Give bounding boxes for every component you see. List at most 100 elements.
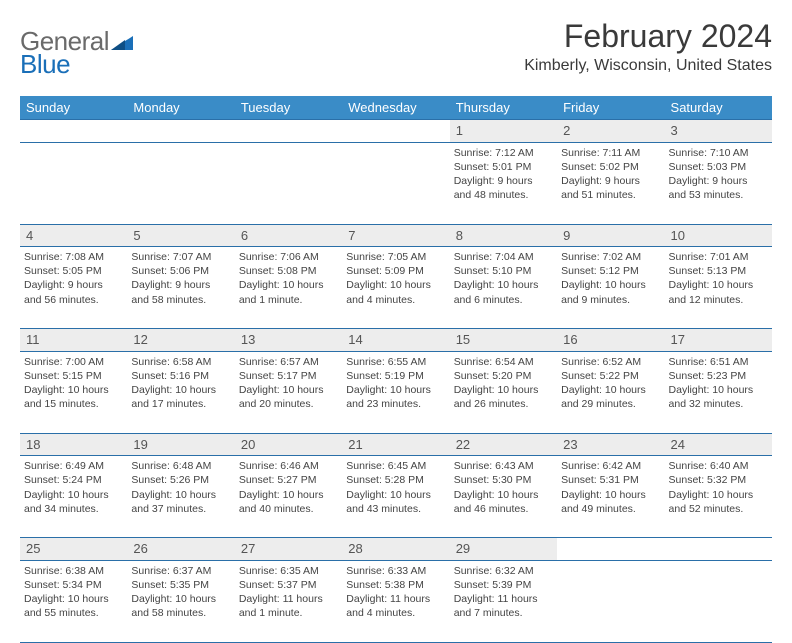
day-detail-line: Sunrise: 7:07 AM [131,250,230,264]
day-detail-line: Sunrise: 6:40 AM [669,459,768,473]
day-number: 13 [241,332,255,347]
day-detail-line: Daylight: 10 hours [239,278,338,292]
day-number-cell: 25 [20,538,127,561]
day-number: 11 [26,332,40,347]
day-number-cell: 4 [20,224,127,247]
day-detail-line: Daylight: 10 hours [561,278,660,292]
day-number-cell [342,120,449,143]
day-number-cell: 12 [127,329,234,352]
calendar-body: 123Sunrise: 7:12 AMSunset: 5:01 PMDaylig… [20,120,772,643]
day-detail-line: Daylight: 10 hours [669,383,768,397]
day-content-cell [665,560,772,642]
day-detail-line: and 6 minutes. [454,293,553,307]
day-number: 27 [241,541,255,556]
day-detail-line: Sunset: 5:38 PM [346,578,445,592]
day-number: 22 [456,437,470,452]
day-detail-line: and 29 minutes. [561,397,660,411]
day-number: 20 [241,437,255,452]
day-detail-line: and 15 minutes. [24,397,123,411]
day-detail-line: and 20 minutes. [239,397,338,411]
day-content-cell: Sunrise: 7:01 AMSunset: 5:13 PMDaylight:… [665,247,772,329]
day-detail-line: Sunset: 5:15 PM [24,369,123,383]
day-detail-line: and 12 minutes. [669,293,768,307]
day-number-cell: 20 [235,433,342,456]
day-number-cell: 18 [20,433,127,456]
day-content-cell: Sunrise: 6:43 AMSunset: 5:30 PMDaylight:… [450,456,557,538]
day-number-cell [557,538,664,561]
logo-word-blue: Blue [20,49,70,79]
day-number: 28 [348,541,362,556]
day-detail-line: Daylight: 10 hours [239,488,338,502]
day-detail-line: Sunset: 5:20 PM [454,369,553,383]
day-detail-line: Sunset: 5:23 PM [669,369,768,383]
day-detail-line: Sunrise: 7:11 AM [561,146,660,160]
day-detail-line: Sunrise: 7:08 AM [24,250,123,264]
day-detail-line: and 4 minutes. [346,606,445,620]
day-number-cell: 21 [342,433,449,456]
day-number: 6 [241,228,248,243]
day-detail-line: Sunset: 5:24 PM [24,473,123,487]
day-detail-line: and 23 minutes. [346,397,445,411]
day-content-cell: Sunrise: 6:33 AMSunset: 5:38 PMDaylight:… [342,560,449,642]
day-number: 8 [456,228,463,243]
day-number-cell: 23 [557,433,664,456]
day-detail-line: and 37 minutes. [131,502,230,516]
day-number-cell: 28 [342,538,449,561]
day-detail-line: Daylight: 10 hours [669,488,768,502]
day-detail-line: Sunrise: 6:49 AM [24,459,123,473]
day-number-cell: 24 [665,433,772,456]
day-detail-line: Sunset: 5:09 PM [346,264,445,278]
day-content-cell [342,142,449,224]
day-content-cell: Sunrise: 6:38 AMSunset: 5:34 PMDaylight:… [20,560,127,642]
day-detail-line: Sunset: 5:37 PM [239,578,338,592]
day-detail-line: Daylight: 10 hours [131,383,230,397]
day-detail-line: Daylight: 10 hours [454,488,553,502]
logo-text: General Blue [20,26,133,88]
day-detail-line: Sunrise: 6:45 AM [346,459,445,473]
day-content-cell [235,142,342,224]
day-detail-line: Sunset: 5:01 PM [454,160,553,174]
day-detail-line: Sunset: 5:30 PM [454,473,553,487]
day-number-cell [127,120,234,143]
day-content-cell: Sunrise: 7:10 AMSunset: 5:03 PMDaylight:… [665,142,772,224]
daynum-row: 123 [20,120,772,143]
day-detail-line: Sunrise: 6:48 AM [131,459,230,473]
day-detail-line: and 52 minutes. [669,502,768,516]
day-number: 9 [563,228,570,243]
day-detail-line: Sunset: 5:17 PM [239,369,338,383]
day-number: 10 [671,228,685,243]
day-detail-line: Daylight: 10 hours [131,592,230,606]
day-number: 25 [26,541,40,556]
day-detail-line: Sunset: 5:13 PM [669,264,768,278]
day-detail-line: and 43 minutes. [346,502,445,516]
day-content-cell: Sunrise: 7:02 AMSunset: 5:12 PMDaylight:… [557,247,664,329]
day-detail-line: and 55 minutes. [24,606,123,620]
day-content-cell: Sunrise: 7:11 AMSunset: 5:02 PMDaylight:… [557,142,664,224]
day-content-cell: Sunrise: 6:42 AMSunset: 5:31 PMDaylight:… [557,456,664,538]
day-detail-line: Daylight: 10 hours [346,488,445,502]
day-number: 18 [26,437,40,452]
weekday-header: Sunday [20,96,127,120]
day-number-cell: 16 [557,329,664,352]
day-number: 21 [348,437,362,452]
day-content-cell: Sunrise: 7:06 AMSunset: 5:08 PMDaylight:… [235,247,342,329]
day-detail-line: Sunrise: 7:02 AM [561,250,660,264]
day-number-cell: 17 [665,329,772,352]
day-number-cell: 11 [20,329,127,352]
weekday-header-row: SundayMondayTuesdayWednesdayThursdayFrid… [20,96,772,120]
day-detail-line: Sunrise: 6:58 AM [131,355,230,369]
day-number: 23 [563,437,577,452]
day-detail-line: Sunrise: 7:10 AM [669,146,768,160]
day-detail-line: Daylight: 10 hours [561,383,660,397]
day-detail-line: Sunrise: 6:43 AM [454,459,553,473]
day-detail-line: Sunrise: 6:55 AM [346,355,445,369]
day-detail-line: Sunset: 5:02 PM [561,160,660,174]
day-detail-line: Daylight: 10 hours [669,278,768,292]
day-detail-line: Sunrise: 7:04 AM [454,250,553,264]
day-number-cell [20,120,127,143]
day-number: 5 [133,228,140,243]
day-content-cell: Sunrise: 7:07 AMSunset: 5:06 PMDaylight:… [127,247,234,329]
day-detail-line: and 34 minutes. [24,502,123,516]
calendar-table: SundayMondayTuesdayWednesdayThursdayFrid… [20,96,772,643]
day-number: 16 [563,332,577,347]
